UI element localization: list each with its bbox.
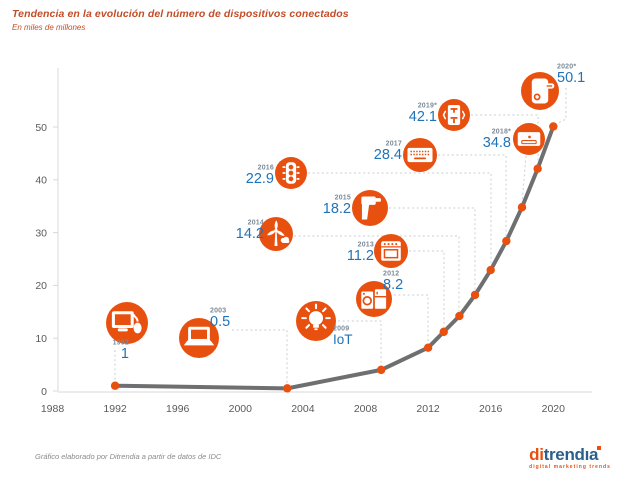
data-point-dot — [533, 164, 542, 173]
keyboard-icon — [407, 147, 433, 163]
year-label: 2012 — [383, 271, 399, 278]
x-tick-label: 2004 — [291, 403, 315, 415]
y-tick-label: 40 — [35, 175, 47, 187]
connector-line — [521, 155, 527, 204]
logo-wordmark: ditrendıa — [529, 446, 611, 463]
connector-line — [409, 250, 445, 328]
y-tick-label: 30 — [35, 227, 47, 239]
point-badge-2012 — [356, 281, 392, 317]
point-badge-2014 — [259, 217, 293, 251]
y-tick-label: 50 — [35, 122, 47, 134]
page-title: Tendencia en la evolución del número de … — [12, 8, 349, 20]
year-label: 2009 — [333, 326, 349, 333]
point-badge-2015 — [352, 190, 388, 226]
point-badge-2018 — [513, 123, 545, 155]
value-label: 0.5 — [210, 314, 230, 330]
data-point-dot — [423, 343, 433, 352]
connector-line — [438, 154, 507, 237]
smart-device-icon — [442, 105, 466, 125]
point-badge-2020 — [521, 72, 559, 110]
year-label: 2003 — [210, 308, 226, 315]
laptop-icon — [183, 326, 215, 346]
data-point-dot — [283, 384, 292, 393]
connector-line — [338, 320, 382, 366]
smart-tv-icon — [517, 132, 541, 146]
value-label: 8.2 — [383, 277, 403, 293]
data-point-dot — [376, 365, 386, 375]
chart-header: Tendencia en la evolución del número de … — [12, 8, 349, 32]
value-label: 1 — [121, 346, 129, 362]
value-label: 11.2 — [347, 248, 374, 264]
trend-line — [113, 124, 556, 391]
value-label: 50.1 — [557, 70, 585, 86]
x-tick-label: 1992 — [103, 403, 127, 415]
year-label: 2019* — [418, 103, 437, 110]
y-tick-label: 10 — [35, 333, 47, 345]
value-label: 14.2 — [236, 226, 264, 242]
year-label: 2013 — [358, 242, 374, 249]
value-label: 28.4 — [374, 147, 402, 163]
data-point-dot — [502, 236, 511, 246]
connector-line — [308, 172, 492, 266]
footer-credit: Gráfico elaborado por Ditrendia a partir… — [35, 452, 222, 461]
desktop-computer-icon — [111, 311, 142, 334]
wind-turbine-icon — [267, 220, 290, 246]
logo-tagline: digital marketing trends — [529, 464, 611, 470]
value-label: IoT — [333, 332, 353, 347]
value-label: 18.2 — [323, 201, 351, 217]
x-tick-label: 2008 — [354, 403, 378, 415]
point-badge-2016 — [275, 157, 307, 189]
y-tick-label: 20 — [35, 280, 47, 292]
year-label: 2020* — [557, 64, 576, 71]
logo-wordmark-right: trendıa — [543, 445, 599, 464]
point-badge-2009 — [296, 301, 336, 341]
smart-lock-icon — [531, 78, 555, 104]
x-tick-label: 2020 — [542, 403, 566, 415]
year-label: 2017 — [386, 141, 402, 148]
oven-icon — [381, 241, 401, 261]
power-drill-icon — [361, 196, 381, 220]
point-badge-1992 — [106, 302, 148, 344]
x-tick-label: 2012 — [416, 403, 440, 415]
x-tick-label: 1988 — [41, 403, 65, 415]
ditrendia-logo: ditrendıa digital marketing trends — [529, 446, 611, 470]
point-badge-2013 — [374, 234, 408, 268]
year-label: 2015 — [335, 195, 351, 202]
data-point-dot — [439, 327, 448, 337]
connector-line — [389, 207, 476, 291]
value-label: 42.1 — [409, 109, 437, 125]
value-label: 34.8 — [483, 135, 511, 151]
data-point-dot — [517, 203, 527, 212]
home-appliances-icon — [361, 289, 387, 309]
logo-wordmark-left: di — [529, 445, 544, 464]
point-badge-2003 — [179, 318, 219, 358]
x-tick-label: 1996 — [166, 403, 190, 415]
year-label: 2016 — [258, 165, 274, 172]
data-point-dot — [549, 122, 558, 131]
data-point-dot — [110, 381, 120, 390]
lightbulb-icon — [301, 303, 331, 331]
x-tick-label: 2016 — [479, 403, 503, 415]
point-badge-2017 — [403, 138, 437, 172]
year-label: 2014 — [248, 220, 264, 227]
chart-subtitle: En miles de millones — [12, 23, 86, 32]
year-label: 2018* — [492, 129, 511, 136]
data-point-dot — [470, 290, 480, 300]
year-label: 1992 — [113, 340, 129, 347]
traffic-light-icon — [282, 162, 300, 184]
logo-dot-icon — [597, 446, 601, 450]
data-point-dot — [486, 265, 495, 275]
connector-line — [555, 88, 567, 125]
x-tick-label: 2000 — [229, 403, 253, 415]
y-tick-label: 0 — [41, 386, 47, 398]
icon-circle — [352, 190, 388, 226]
connector-line — [380, 294, 429, 344]
data-point-dot — [455, 311, 464, 321]
connector-line — [232, 329, 288, 385]
point-badge-2019 — [438, 99, 470, 131]
value-label: 22.9 — [246, 171, 274, 187]
